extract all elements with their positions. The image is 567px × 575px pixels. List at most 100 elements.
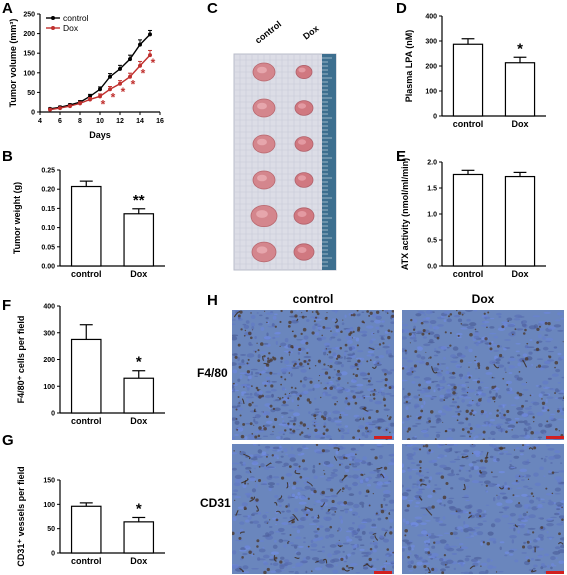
- cell-nucleus: [361, 521, 368, 524]
- cell-nucleus: [507, 324, 516, 328]
- cell-nucleus: [236, 407, 244, 411]
- stain-dot: [473, 414, 475, 417]
- cell-nucleus: [438, 520, 443, 524]
- stain-dot: [343, 501, 348, 505]
- cell-nucleus: [289, 516, 296, 520]
- cell-nucleus: [492, 476, 499, 478]
- cell-nucleus: [536, 547, 544, 551]
- cell-nucleus: [314, 532, 321, 535]
- vessel-stain: [249, 469, 252, 474]
- stain-dot: [318, 374, 321, 377]
- stain-dot: [254, 480, 256, 482]
- cell-nucleus: [550, 413, 556, 416]
- cell-nucleus: [516, 328, 524, 331]
- stain-dot: [237, 395, 240, 398]
- cell-nucleus: [516, 407, 524, 411]
- cell-nucleus: [540, 457, 544, 460]
- stain-dot: [238, 536, 242, 540]
- stain-dot: [338, 539, 340, 541]
- vessel-stain: [235, 510, 239, 516]
- cell-nucleus: [297, 406, 301, 410]
- cell-nucleus: [412, 447, 420, 451]
- cell-nucleus: [450, 512, 458, 515]
- stain-dot: [474, 328, 477, 331]
- cell-nucleus: [485, 504, 490, 506]
- cell-nucleus: [378, 389, 382, 394]
- cell-nucleus: [453, 567, 457, 571]
- cell-nucleus: [290, 416, 294, 418]
- cell-nucleus: [258, 548, 266, 553]
- stain-dot: [496, 494, 498, 496]
- cell-nucleus: [560, 521, 564, 524]
- stain-dot: [324, 371, 329, 375]
- cell-nucleus: [264, 445, 271, 449]
- cell-nucleus: [425, 317, 431, 320]
- cell-nucleus: [352, 481, 358, 487]
- cell-nucleus: [272, 315, 277, 320]
- cell-nucleus: [450, 487, 454, 490]
- cell-nucleus: [254, 375, 259, 378]
- cell-nucleus: [337, 338, 342, 342]
- cell-nucleus: [345, 336, 353, 340]
- cell-nucleus: [547, 501, 555, 506]
- cell-nucleus: [334, 310, 338, 314]
- cell-nucleus: [316, 525, 319, 529]
- cell-nucleus: [558, 392, 564, 395]
- cell-nucleus: [364, 495, 369, 497]
- vessel-stain: [337, 544, 342, 548]
- cell-nucleus: [288, 409, 294, 412]
- cell-nucleus: [314, 397, 317, 400]
- cell-nucleus: [523, 503, 531, 507]
- cell-nucleus: [280, 368, 288, 373]
- stain-dot: [419, 466, 422, 469]
- cell-nucleus: [460, 546, 469, 550]
- cell-nucleus: [293, 467, 300, 472]
- cell-nucleus: [374, 344, 379, 346]
- cell-nucleus: [456, 332, 463, 336]
- cell-nucleus: [287, 416, 292, 419]
- cell-nucleus: [250, 368, 258, 371]
- cell-nucleus: [453, 315, 461, 318]
- cell-nucleus: [344, 350, 349, 353]
- cell-nucleus: [514, 559, 519, 563]
- bar-dox: [123, 213, 155, 267]
- cell-nucleus: [258, 322, 263, 326]
- stain-dot: [536, 327, 540, 332]
- y-tick-label: 200: [23, 31, 35, 38]
- stain-dot: [280, 375, 283, 379]
- cell-nucleus: [420, 530, 428, 535]
- cell-nucleus: [463, 396, 472, 399]
- x-tick-label: 12: [116, 118, 124, 125]
- cell-nucleus: [407, 468, 413, 472]
- cell-nucleus: [474, 360, 479, 364]
- cell-nucleus: [523, 541, 526, 545]
- vessel-stain: [273, 555, 277, 562]
- y-tick-label: 0.0: [427, 264, 437, 271]
- vessel-stain: [241, 478, 249, 484]
- cell-nucleus: [433, 463, 438, 467]
- stain-dot: [239, 451, 241, 453]
- cell-nucleus: [303, 537, 306, 539]
- cell-nucleus: [385, 382, 390, 385]
- cell-nucleus: [293, 462, 299, 467]
- stain-dot: [418, 383, 421, 387]
- cell-nucleus: [238, 566, 242, 569]
- cell-nucleus: [361, 334, 367, 337]
- stain-dot: [385, 428, 388, 431]
- cell-nucleus: [274, 495, 279, 498]
- stain-dot: [240, 328, 243, 331]
- cell-nucleus: [362, 456, 367, 461]
- cell-nucleus: [237, 404, 241, 408]
- cell-nucleus: [402, 357, 408, 360]
- stain-dot: [339, 414, 342, 416]
- cell-nucleus: [509, 460, 513, 462]
- cell-nucleus: [272, 544, 278, 549]
- cell-nucleus: [444, 455, 447, 457]
- cell-nucleus: [374, 319, 381, 324]
- cell-nucleus: [329, 506, 338, 511]
- cell-nucleus: [542, 406, 545, 410]
- stain-dot: [547, 321, 551, 326]
- stain-dot: [359, 418, 362, 420]
- stain-dot: [362, 417, 365, 419]
- histology-image-cd31-control: [232, 444, 394, 574]
